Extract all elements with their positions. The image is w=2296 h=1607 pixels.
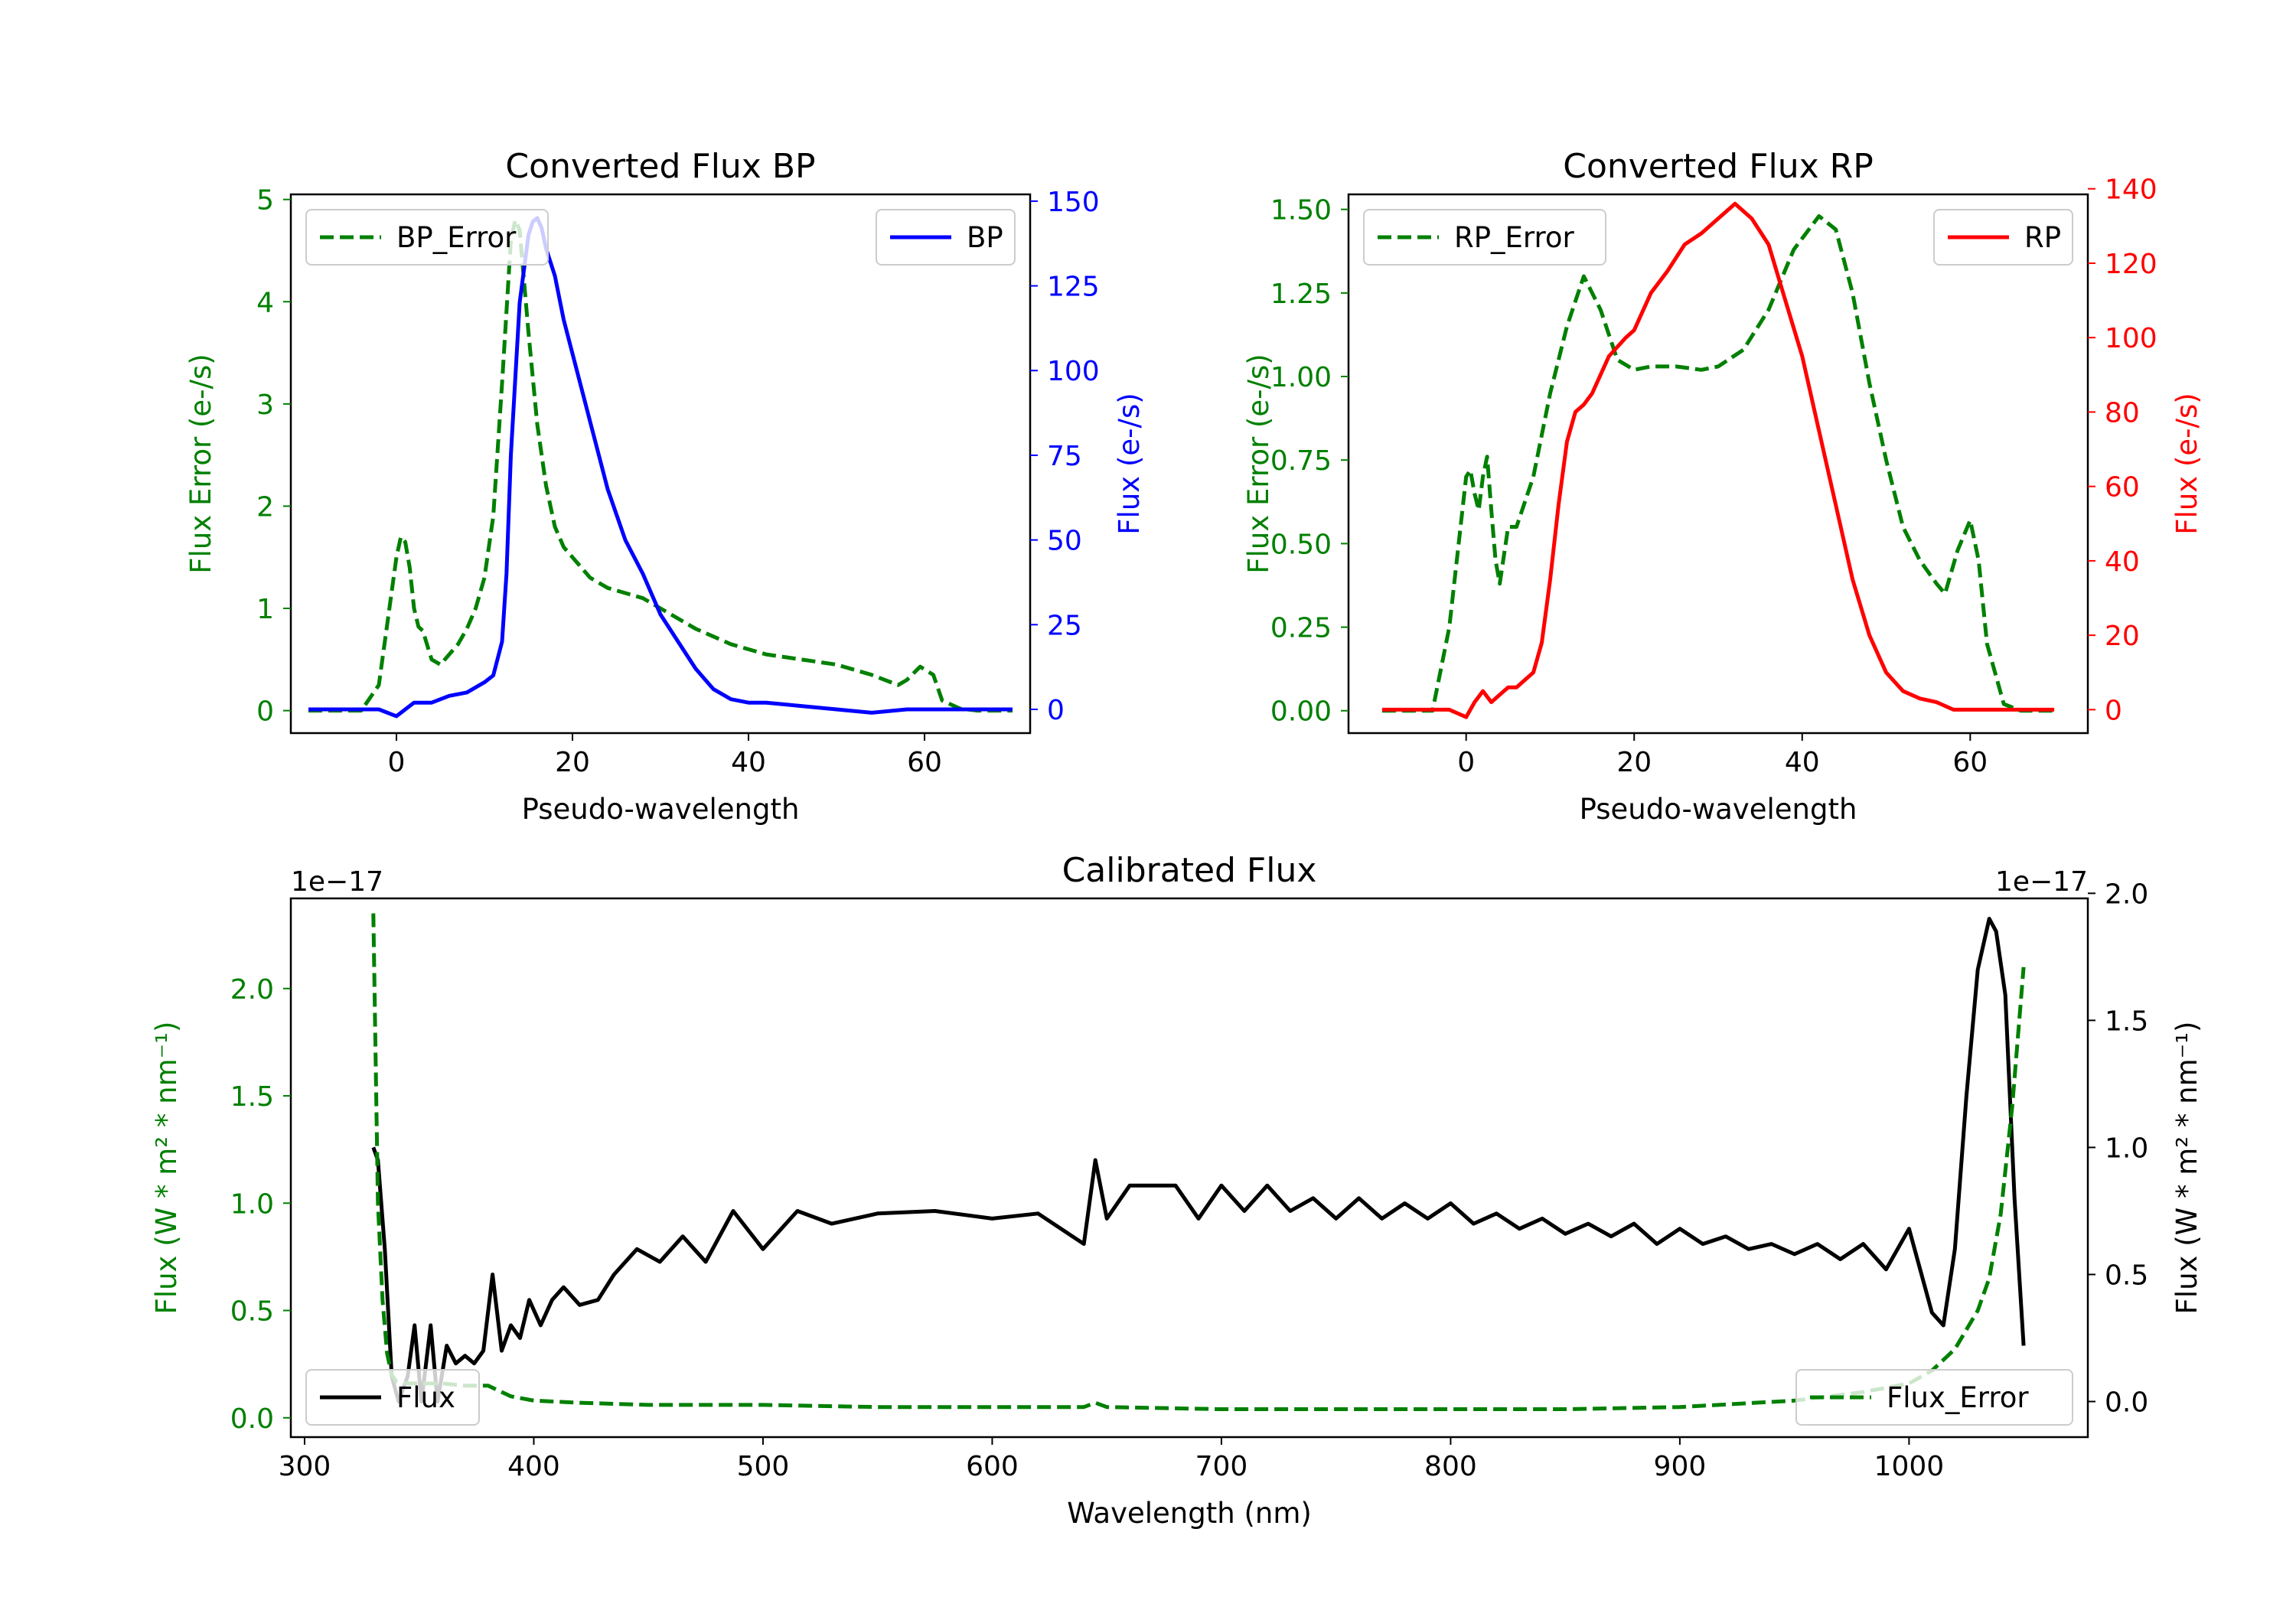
y-right-tick-label: 0: [2105, 695, 2122, 726]
x-tick-label: 900: [1654, 1451, 1707, 1482]
x-tick-label: 60: [907, 747, 942, 778]
y-right-axis-label: Flux (e-/s): [1113, 393, 1146, 534]
y-left-tick-label: 3: [256, 390, 274, 421]
x-tick-label: 20: [1616, 747, 1652, 778]
y-left-tick-label: 1.50: [1270, 195, 1332, 227]
y-right-tick-label: 100: [2105, 323, 2157, 354]
y-right-tick-label: 0.5: [2105, 1260, 2148, 1291]
series-line-rp: [1381, 201, 2055, 719]
series-line-rp-error: [1381, 214, 2055, 713]
x-tick-label: 40: [731, 747, 766, 778]
y-left-tick-label: 0.5: [230, 1296, 274, 1328]
y-right-tick-label: 60: [2105, 472, 2140, 504]
y-left-tick-label: 0.0: [230, 1403, 274, 1435]
y-left-offset-label: 1e−17: [291, 866, 383, 898]
y-left-tick-label: 1.25: [1270, 279, 1332, 310]
calibrated-flux-chart: Calibrated Flux 300 400 500 600 700 800 900 1000…: [150, 851, 2203, 1530]
y-left-axis-label: Flux Error (e-/s): [1242, 354, 1275, 573]
x-tick-label: 60: [1952, 747, 1988, 778]
y-left-tick-label: 4: [256, 287, 274, 318]
series-group: [308, 216, 1013, 719]
legend-right: BP: [876, 209, 1016, 266]
x-tick-label: 500: [737, 1451, 790, 1482]
legend-left-box: [305, 209, 549, 266]
x-axis-label: Wavelength (nm): [1067, 1497, 1312, 1530]
chart-title: Converted Flux RP: [1563, 147, 1874, 186]
y-left-tick-label: 0.00: [1270, 696, 1332, 728]
y-left-tick-label: 0: [256, 696, 274, 728]
y-right-tick-label: 25: [1047, 610, 1082, 641]
legend-right-box: [1795, 1369, 2073, 1426]
x-tick-label: 40: [1785, 747, 1820, 778]
y-left-tick-label: 2.0: [230, 974, 274, 1006]
y-left-tick-label: 0.25: [1270, 613, 1332, 644]
axes-frame: [289, 897, 2089, 1439]
y-right-tick-label: 1.5: [2105, 1006, 2148, 1037]
y-right-tick-label: 140: [2105, 174, 2157, 206]
x-axis-label: Pseudo-wavelength: [1580, 793, 1857, 826]
bp-chart: Converted Flux BP0 20 40 600123450255075100…: [184, 147, 1146, 826]
series-line-bp-error: [308, 217, 1013, 713]
legend-left-label: RP_Error: [1454, 221, 1574, 254]
series-line-flux: [371, 917, 2026, 1403]
x-tick-label: 700: [1195, 1451, 1248, 1482]
rp-chart: Converted Flux RP 0 20 40 60 0.00 0.25 0.50 0.75…: [1242, 147, 2203, 826]
axes-frame: [289, 193, 1032, 735]
y-right-axis-label: Flux (e-/s): [2170, 393, 2203, 534]
legend-left: RP_Error: [1363, 209, 1606, 266]
legend-left: BP_Error: [305, 209, 549, 266]
x-tick-label: 600: [966, 1451, 1019, 1482]
y-right-tick-label: 50: [1047, 526, 1082, 557]
y-right-axis-label: Flux (W * m² * nm⁻¹): [2170, 1022, 2203, 1315]
legend-right-label: RP: [2024, 221, 2061, 254]
chart-title: Converted Flux BP: [505, 147, 815, 186]
chart-title: Calibrated Flux: [1062, 851, 1317, 890]
y-right-tick-label: 20: [2105, 621, 2140, 652]
series-line-bp: [308, 216, 1013, 719]
y-right-tick-label: 1.0: [2105, 1133, 2148, 1164]
x-tick-label: 20: [555, 747, 590, 778]
x-tick-label: 400: [507, 1451, 560, 1482]
y-left-tick-label: 1.0: [230, 1188, 274, 1220]
y-left-tick-label: 0.75: [1270, 445, 1332, 477]
y-left-axis-label: Flux Error (e-/s): [184, 354, 217, 573]
legend-left-label: Flux: [396, 1381, 455, 1414]
legend-right: RP: [1933, 209, 2073, 266]
legend-left-box: [1363, 209, 1606, 266]
y-left-tick-label: 1: [256, 594, 274, 625]
y-right-tick-label: 2.0: [2105, 878, 2148, 910]
y-right-tick-label: 150: [1047, 187, 1100, 218]
y-right-tick-label: 80: [2105, 397, 2140, 429]
legend-right-label: BP: [967, 221, 1003, 254]
y-right-tick-label: 75: [1047, 441, 1082, 472]
x-tick-label: 300: [279, 1451, 331, 1482]
legend-left-box: [305, 1369, 480, 1426]
y-left-tick-label: 5: [256, 185, 274, 217]
y-right-tick-label: 0: [1047, 695, 1065, 726]
x-axis-label: Pseudo-wavelength: [522, 793, 800, 826]
y-right-offset-label: 1e−17: [1995, 866, 2088, 898]
y-right-tick-label: 40: [2105, 546, 2140, 578]
y-right-tick-label: 100: [1047, 356, 1100, 387]
axes-frame: [1347, 193, 2089, 735]
series-group: [1381, 201, 2055, 719]
x-tick-label: 1000: [1874, 1451, 1945, 1482]
legend-left-label: BP_Error: [396, 221, 517, 254]
y-right-tick-label: 120: [2105, 249, 2157, 280]
legend-right-label: Flux_Error: [1887, 1381, 2029, 1414]
y-left-axis-label: Flux (W * m² * nm⁻¹): [150, 1022, 183, 1315]
y-right-tick-label: 0.0: [2105, 1387, 2148, 1419]
x-tick-label: 0: [388, 747, 406, 778]
legend-right: Flux_Error: [1795, 1369, 2073, 1426]
x-tick-label: 800: [1424, 1451, 1477, 1482]
y-right-tick-label: 125: [1047, 272, 1100, 303]
y-left-tick-label: 0.50: [1270, 529, 1332, 560]
legend-left: Flux: [305, 1369, 480, 1426]
y-left-tick-label: 2: [256, 491, 274, 523]
y-left-tick-label: 1.00: [1270, 362, 1332, 393]
y-left-tick-label: 1.5: [230, 1081, 274, 1113]
x-tick-label: 0: [1457, 747, 1475, 778]
